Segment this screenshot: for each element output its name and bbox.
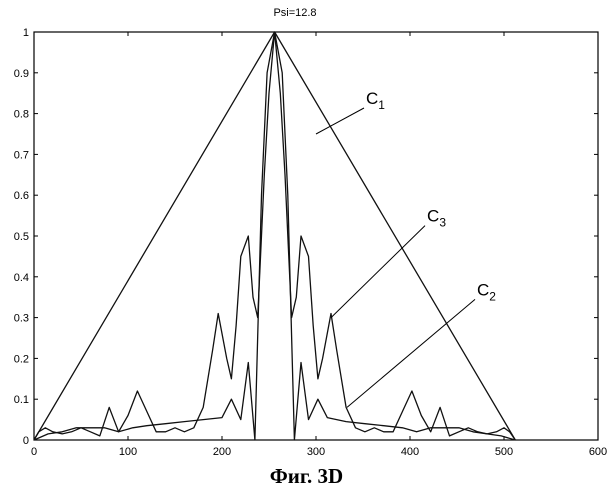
y-tick-label: 0.4 [14, 272, 29, 284]
figure-caption: Фиг. 3D [0, 464, 613, 489]
series-line-c2 [34, 32, 515, 440]
curve-annotations: C1 C3 C2 [316, 89, 496, 407]
chart-title: Psi=12.8 [273, 7, 316, 19]
y-tick-label: 0.3 [14, 313, 29, 325]
y-tick-label: 0.8 [14, 109, 29, 121]
x-tick-label: 100 [119, 446, 137, 458]
y-tick-label: 1 [23, 27, 29, 39]
annotation-label-c2: C2 [477, 280, 496, 303]
x-tick-label: 400 [401, 446, 419, 458]
series-group [34, 32, 515, 440]
annotation-leader-c1 [316, 108, 364, 134]
series-line-c1 [34, 32, 515, 440]
x-tick-label: 0 [31, 446, 37, 458]
y-tick-label: 0 [23, 435, 29, 447]
annotation-leader-c3 [331, 226, 425, 318]
y-tick-label: 0.2 [14, 353, 29, 365]
x-tick-label: 200 [213, 446, 231, 458]
y-tick-label: 0.1 [14, 394, 29, 406]
y-tick-label: 0.5 [14, 231, 29, 243]
y-tick-label: 0.9 [14, 68, 29, 80]
y-tick-label: 0.6 [14, 190, 29, 202]
x-tick-label: 600 [589, 446, 607, 458]
y-tick-label: 0.7 [14, 149, 29, 161]
annotation-label-c3: C3 [427, 207, 446, 230]
annotation-label-c1: C1 [366, 89, 385, 112]
x-tick-label: 500 [495, 446, 513, 458]
line-chart: Psi=12.8 0 100 200 300 400 500 600 0 0.1 0.2 0.3 0.… [0, 0, 613, 465]
plot-frame [34, 32, 598, 440]
series-line-c3 [34, 32, 515, 440]
x-tick-label: 300 [307, 446, 325, 458]
annotation-leader-c2 [347, 299, 475, 407]
